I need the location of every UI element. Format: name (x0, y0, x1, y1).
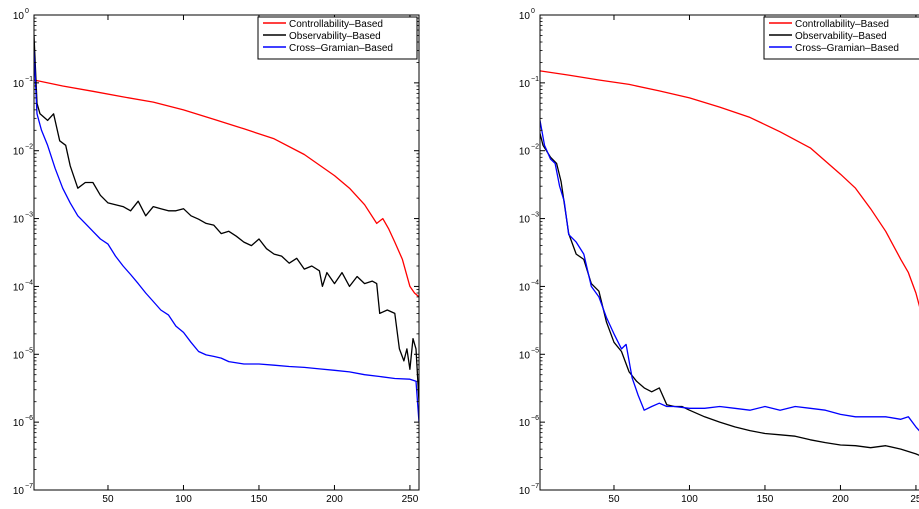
y-tick-exponent: −5 (25, 347, 33, 354)
x-tick-label: 200 (832, 494, 849, 505)
y-tick-exponent: −1 (531, 76, 539, 83)
legend-label-3: Cross–Gramian–Based (289, 43, 393, 54)
axes-box (33, 14, 420, 491)
series-line-3 (34, 50, 419, 423)
y-tick-exponent: −3 (531, 212, 539, 219)
y-tick-label: 10 (13, 282, 25, 293)
chart-panel-1: 50 100 150 200 25010−710−610−510−410−310−210… (13, 8, 420, 505)
legend-label-1: Controllability–Based (289, 19, 383, 30)
y-tick-label: 10 (519, 282, 531, 293)
y-tick-label: 10 (519, 418, 531, 429)
y-tick-exponent: 0 (25, 8, 29, 15)
y-tick-label: 10 (519, 486, 531, 497)
x-tick-label: 100 (681, 494, 698, 505)
y-tick-exponent: −6 (531, 415, 539, 422)
series-lines (34, 35, 419, 423)
series-lines (540, 70, 919, 456)
legend-box (257, 16, 418, 60)
y-tick-exponent: −4 (25, 279, 33, 286)
y-tick-exponent: −3 (25, 212, 33, 219)
y-tick-label: 10 (13, 11, 25, 22)
series-line-2 (34, 35, 419, 402)
y-tick-exponent: −7 (25, 483, 33, 490)
series-line-2 (540, 133, 919, 456)
y-tick-label: 10 (13, 418, 25, 429)
x-tick-label: 50 (608, 494, 620, 505)
y-tick-label: 10 (13, 147, 25, 158)
y-tick-exponent: −5 (531, 347, 539, 354)
series-line-1 (540, 70, 919, 307)
series-line-3 (540, 120, 919, 432)
legend: Controllability–BasedObservability–Based… (257, 16, 418, 60)
y-tick-exponent: −2 (531, 144, 539, 151)
x-tick-label: 50 (102, 494, 114, 505)
y-tick-label: 10 (519, 79, 531, 90)
y-tick-exponent: −6 (25, 415, 33, 422)
legend-label-2: Observability–Based (289, 31, 381, 42)
legend-label-2: Observability–Based (795, 31, 887, 42)
x-tick-label: 150 (251, 494, 268, 505)
series-line-1 (34, 79, 419, 298)
y-tick-label: 10 (13, 79, 25, 90)
y-tick-label: 10 (519, 215, 531, 226)
legend-label-3: Cross–Gramian–Based (795, 43, 899, 54)
y-tick-label: 10 (13, 215, 25, 226)
x-tick-label: 250 (402, 494, 419, 505)
y-tick-exponent: −2 (25, 144, 33, 151)
legend-box (763, 16, 919, 60)
axes-box (539, 14, 919, 491)
legend-label-1: Controllability–Based (795, 19, 889, 30)
y-tick-exponent: 0 (531, 8, 535, 15)
x-tick-label: 100 (175, 494, 192, 505)
legend: Controllability–BasedObservability–Based… (763, 16, 919, 60)
y-tick-label: 10 (13, 350, 25, 361)
y-tick-label: 10 (13, 486, 25, 497)
y-tick-label: 10 (519, 350, 531, 361)
y-tick-exponent: −4 (531, 279, 539, 286)
x-tick-label: 200 (326, 494, 343, 505)
y-tick-label: 10 (519, 147, 531, 158)
x-tick-label: 150 (757, 494, 774, 505)
y-tick-exponent: −1 (25, 76, 33, 83)
y-tick-exponent: −7 (531, 483, 539, 490)
y-tick-label: 10 (519, 11, 531, 22)
x-tick-label: 25 (910, 494, 919, 505)
